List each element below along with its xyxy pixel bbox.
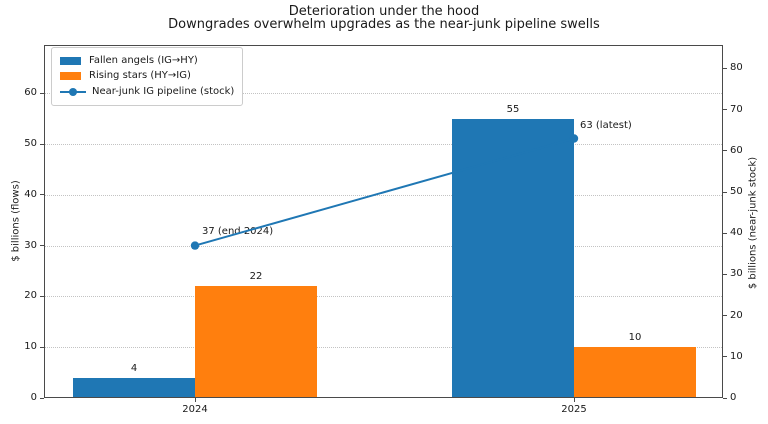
tick-label: 40 — [730, 227, 743, 239]
gridline — [45, 245, 722, 247]
legend-entry-rising-stars-hy-ig: Rising stars (HY→IG) — [60, 69, 234, 85]
tick-mark — [723, 273, 727, 275]
tick-label: 70 — [730, 103, 743, 115]
bar-rising-stars-hy-ig-2025 — [574, 347, 696, 397]
tick-mark — [40, 143, 44, 145]
tick-label: 50 — [730, 186, 743, 198]
gridline — [45, 144, 722, 146]
tick-label: 10 — [730, 350, 743, 362]
legend-swatch-fallen-angels-ig-hy — [60, 56, 81, 65]
chart-subtitle: Downgrades overwhelm upgrades as the nea… — [168, 16, 600, 32]
chart-title: Deterioration under the hood — [288, 4, 480, 19]
tick-mark — [40, 397, 44, 399]
tick-label: 30 — [24, 239, 37, 251]
tick-mark — [723, 315, 727, 317]
legend: Fallen angels (IG→HY) Rising stars (HY→IG… — [51, 47, 244, 106]
tick-mark — [194, 398, 196, 402]
tick-mark — [723, 67, 727, 69]
tick-mark — [723, 191, 727, 193]
gridline — [45, 347, 722, 349]
bar-value-label: 55 — [506, 103, 520, 115]
tick-mark — [40, 245, 44, 247]
bar-value-label: 22 — [249, 271, 263, 283]
tick-label: 40 — [24, 188, 37, 200]
tick-mark — [573, 398, 575, 402]
legend-label: Near-junk IG pipeline (stock) — [92, 85, 235, 97]
legend-swatch-rising-stars-hy-ig — [60, 72, 81, 81]
tick-mark — [723, 109, 727, 111]
tick-mark — [40, 346, 44, 348]
tick-label: 0 — [730, 392, 737, 403]
point-annotation: 37 (end 2024) — [202, 225, 274, 237]
pipeline-marker — [569, 134, 579, 143]
tick-mark — [723, 150, 727, 152]
legend-entry-near-junk-ig-pipeline-stock: Near-junk IG pipeline (stock) — [60, 84, 234, 100]
tick-label: 50 — [24, 138, 37, 150]
gridline — [45, 296, 722, 298]
tick-mark — [40, 92, 44, 94]
pipeline-marker — [190, 241, 200, 250]
tick-mark — [723, 397, 727, 399]
tick-label: 60 — [730, 144, 743, 156]
bar-fallen-angels-ig-hy-2024 — [73, 377, 195, 397]
legend-label: Rising stars (HY→IG) — [89, 70, 191, 82]
tick-label: 80 — [730, 62, 743, 74]
gridline — [45, 93, 722, 95]
bar-fallen-angels-ig-hy-2025 — [452, 118, 574, 397]
tick-label: 0 — [30, 392, 37, 403]
tick-label: 2025 — [561, 404, 587, 415]
tick-label: 10 — [24, 341, 37, 353]
tick-mark — [723, 356, 727, 358]
gridline — [45, 194, 722, 196]
legend-label: Fallen angels (IG→HY) — [89, 54, 198, 66]
tick-mark — [723, 232, 727, 234]
tick-mark — [40, 295, 44, 297]
legend-marker-sample — [69, 87, 77, 96]
point-annotation: 63 (latest) — [580, 119, 632, 131]
legend-entry-fallen-angels-ig-hy: Fallen angels (IG→HY) — [60, 53, 234, 69]
tick-label: 20 — [24, 290, 37, 302]
tick-label: 20 — [730, 309, 743, 321]
bar-value-label: 10 — [628, 332, 642, 344]
bar-rising-stars-hy-ig-2024 — [195, 286, 317, 397]
tick-label: 60 — [24, 87, 37, 99]
tick-mark — [40, 194, 44, 196]
tick-label: 30 — [730, 268, 743, 280]
legend-swatch-near-junk-ig-pipeline-stock — [60, 87, 86, 97]
bar-value-label: 4 — [130, 362, 138, 374]
tick-label: 2024 — [182, 404, 208, 415]
pipeline-line-path — [194, 137, 575, 247]
